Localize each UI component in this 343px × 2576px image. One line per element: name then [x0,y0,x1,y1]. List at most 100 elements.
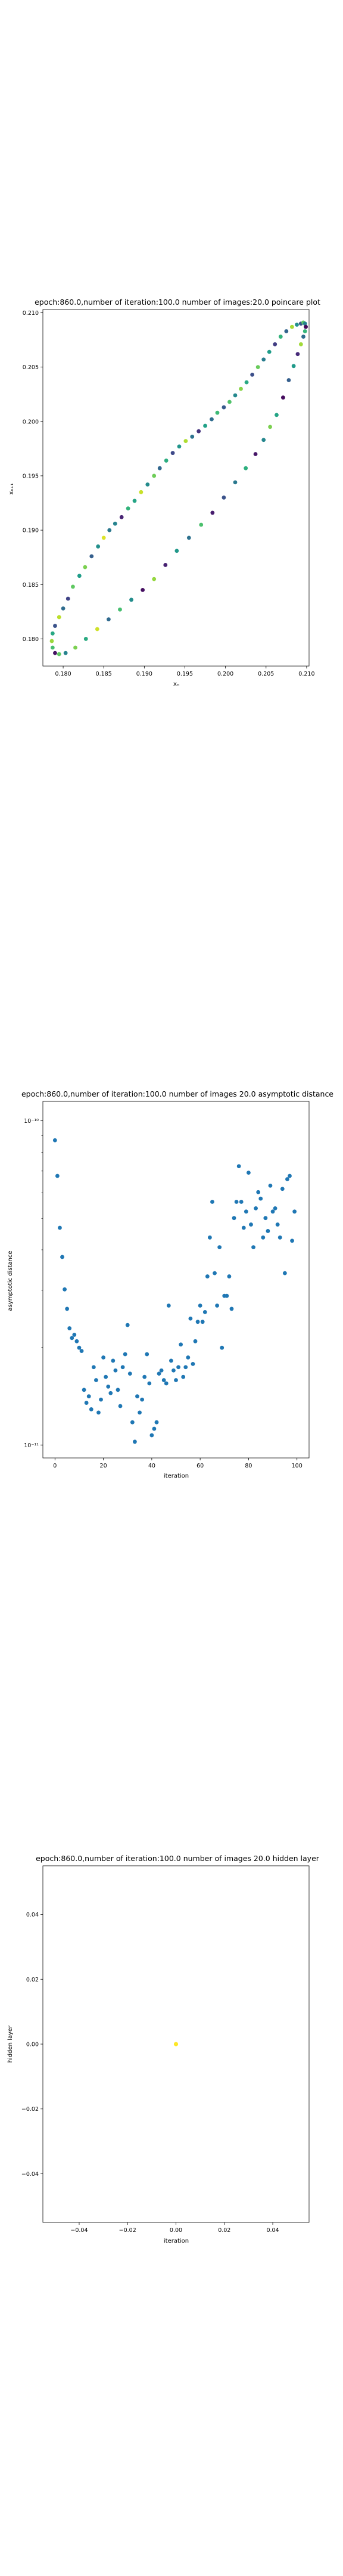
data-point [50,645,55,650]
data-point [119,515,124,519]
x-axis-label: xₙ [173,681,179,688]
y-axis-label: hidden layer [7,2025,14,2063]
data-point [298,342,303,346]
data-point [172,1368,176,1373]
data-point [295,323,299,327]
data-point [190,434,195,439]
data-point [174,1378,178,1382]
data-point [49,639,54,643]
y-tick-label: 0.180 [23,636,39,643]
data-points [173,2042,179,2046]
data-point [159,1368,164,1373]
data-point [229,1306,234,1311]
x-tick-label: 60 [197,1463,204,1469]
y-tick-label: 10⁻¹¹ [24,1442,39,1449]
data-point [288,1174,292,1178]
data-point [203,423,207,428]
data-point [157,1371,161,1376]
data-point [277,1235,282,1240]
data-point [301,335,305,339]
y-tick-label: 0.190 [23,528,39,534]
x-tick-label: 0.200 [217,671,233,677]
data-point [173,2042,179,2046]
data-point [213,1271,217,1275]
data-point [174,549,179,553]
data-point [169,1358,173,1363]
data-point [284,329,289,333]
data-point [210,1200,214,1204]
data-point [263,1216,268,1221]
data-point [191,1361,195,1366]
data-point [113,521,117,526]
data-point [140,1397,145,1402]
data-point [224,1293,229,1298]
data-point [183,1365,188,1370]
data-point [188,1316,193,1321]
data-point [161,1378,166,1382]
data-point [133,1439,137,1444]
data-point [181,1374,186,1379]
data-point [57,615,61,620]
x-tick-label: 80 [245,1463,252,1469]
x-tick-label: 100 [292,1463,303,1469]
data-point [236,1164,241,1169]
data-point [53,624,57,628]
data-point [77,574,82,578]
data-point [227,1274,232,1278]
y-axis: 0.180 0.185 0.190 0.195 0.200 0.205 0.210 [23,310,43,643]
data-point [152,473,157,478]
y-tick-label: 0.210 [23,310,39,317]
data-point [94,1378,98,1382]
data-point [66,596,70,601]
data-point [266,1229,270,1233]
data-point [89,1407,93,1411]
y-tick-label: 0.00 [26,2042,39,2048]
y-tick-label: 0.185 [23,582,39,589]
data-point [275,413,279,417]
data-point [50,631,55,636]
data-point [125,1323,130,1327]
data-point [275,1222,280,1227]
data-point [74,1339,79,1343]
data-point [280,1187,285,1191]
chart-title: epoch:860.0,number of iteration:100.0 nu… [36,1854,320,1863]
y-axis: 10⁻¹¹ 10⁻¹⁰ [24,1118,43,1449]
data-point [253,452,258,456]
data-point [285,1177,289,1181]
data-point [135,1394,139,1399]
data-point [163,563,168,567]
data-point [205,1274,210,1278]
y-axis-label: xₙ₊₁ [8,483,15,494]
data-point [210,417,214,422]
data-point [286,378,291,382]
data-point [77,1345,82,1350]
data-point [145,482,150,487]
data-point [267,349,272,354]
data-point [152,1426,157,1431]
x-tick-label: 0.210 [298,671,314,677]
plot-area-frame [42,309,310,667]
data-point [210,510,215,515]
data-point [261,1235,266,1240]
chart-title: epoch:860.0,number of iteration:100.0 nu… [21,1089,333,1098]
data-point [233,393,238,398]
data-point [145,1352,149,1357]
data-point [166,1304,171,1308]
x-tick-label: 40 [148,1463,155,1469]
data-point [129,597,133,602]
data-point [200,1320,205,1324]
data-point [215,1304,219,1308]
data-point [79,1349,84,1353]
data-point [58,1225,62,1230]
data-point [118,1404,123,1408]
data-point [268,425,272,429]
data-point [141,587,145,592]
data-point [99,1397,103,1402]
data-points [49,320,308,657]
x-tick-label: −0.04 [70,2227,88,2234]
y-tick-label: −0.04 [21,2171,39,2178]
data-point [139,490,144,494]
data-point [63,1287,67,1292]
x-tick-label: 0.00 [170,2227,182,2234]
y-tick-label: 0.195 [23,473,39,479]
